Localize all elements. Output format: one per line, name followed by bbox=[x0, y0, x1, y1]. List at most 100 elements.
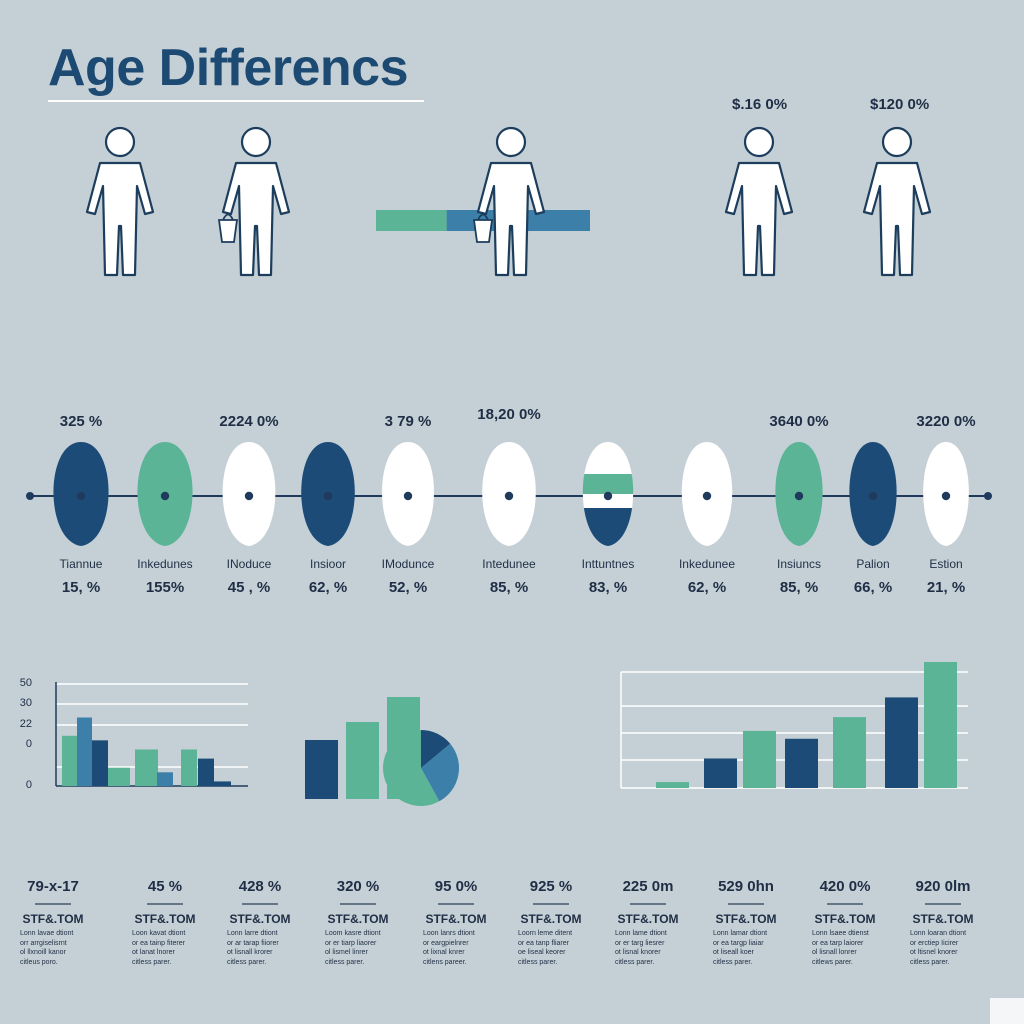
stat-heading: STF&.TOM bbox=[912, 912, 974, 926]
timeline-dot bbox=[603, 491, 613, 501]
bar bbox=[198, 758, 214, 786]
blob-value-label: 85, % bbox=[779, 579, 819, 596]
blob-percent-label: 18,20 0% bbox=[477, 406, 541, 423]
y-tick-label: 22 bbox=[19, 718, 32, 730]
timeline-dot bbox=[868, 491, 878, 501]
stat-value: 920 0lm bbox=[915, 878, 971, 895]
bar bbox=[92, 740, 108, 786]
stat-description: Lonn larre dtiont or ar tarap fiiorer ot… bbox=[227, 930, 279, 966]
stat-description: Loom kasre dtiont or er tiarp liaorer ol… bbox=[325, 930, 381, 966]
person-head bbox=[743, 126, 775, 158]
pie-slice bbox=[421, 730, 451, 768]
figure-label: $120 0% bbox=[870, 96, 930, 113]
bucket-handle bbox=[222, 213, 234, 221]
bucket-body bbox=[472, 219, 494, 243]
stat-value: 320 % bbox=[336, 878, 380, 895]
pie-slice bbox=[421, 743, 459, 802]
person-icon bbox=[476, 126, 546, 277]
blob-percent-label: 3220 0% bbox=[916, 413, 976, 430]
stat-description: Loon kavat dtiont or ea tainp fiterer ot… bbox=[132, 930, 186, 966]
timeline-dot bbox=[244, 491, 254, 501]
corner-patch bbox=[990, 998, 1024, 1024]
blob-value-label: 66, % bbox=[853, 579, 893, 596]
stat-heading: STF&.TOM bbox=[425, 912, 487, 926]
person-icon bbox=[221, 126, 291, 277]
bar bbox=[924, 661, 957, 788]
bar bbox=[214, 781, 231, 786]
stat-description: Lonn lame dtiont or er targ liesrer ot l… bbox=[615, 930, 667, 966]
stat-description: Loorn leme ditent or ea tanp fliarer oe … bbox=[518, 930, 573, 966]
timeline-dot bbox=[403, 491, 413, 501]
bar bbox=[785, 738, 818, 788]
bucket-body bbox=[217, 219, 239, 243]
stat-description: Lonn lsaee dtienst or ea tarp laiorer ol… bbox=[812, 930, 869, 966]
blob-value-label: 155% bbox=[145, 579, 185, 596]
pie-slice bbox=[383, 730, 440, 806]
stat-description: Lonn lavae dtiont orr arrgiselisrnt ol l… bbox=[20, 930, 74, 966]
blob-category-label: IModunce bbox=[381, 557, 435, 571]
blob-category-label: Inttuntnes bbox=[581, 557, 635, 571]
person-body bbox=[476, 161, 546, 277]
y-tick-label: 0 bbox=[25, 738, 32, 750]
stat-heading: STF&.TOM bbox=[134, 912, 196, 926]
blob-value-label: 83, % bbox=[588, 579, 628, 596]
y-tick-label: 30 bbox=[19, 697, 32, 709]
timeline-dot bbox=[794, 491, 804, 501]
person-body bbox=[85, 161, 155, 277]
blob-category-label: Inkedunee bbox=[678, 557, 736, 571]
bucket-icon bbox=[472, 213, 494, 243]
stat-heading: STF&.TOM bbox=[617, 912, 679, 926]
stat-value: 79-x-17 bbox=[27, 878, 79, 895]
timeline-dot bbox=[160, 491, 170, 501]
blob-band-white bbox=[582, 442, 634, 474]
title-underline bbox=[48, 100, 424, 102]
bar bbox=[108, 767, 130, 786]
person-icon bbox=[85, 126, 155, 277]
stat-heading: STF&.TOM bbox=[327, 912, 389, 926]
bucket-handle bbox=[477, 213, 489, 221]
blob-category-label: INoduce bbox=[226, 557, 272, 571]
figure-label: $.16 0% bbox=[732, 96, 788, 113]
blob-category-label: Insioor bbox=[309, 557, 347, 571]
stat-description: Lonn loaran dtiont or erctiep Iicirer ot… bbox=[910, 930, 967, 966]
blob-category-label: Insiuncs bbox=[776, 557, 822, 571]
person-icon bbox=[862, 126, 932, 277]
bar bbox=[656, 782, 689, 788]
person-head bbox=[881, 126, 913, 158]
stat-value: 529 0hn bbox=[718, 878, 774, 895]
person-body bbox=[724, 161, 794, 277]
timeline-end-dot bbox=[984, 492, 992, 500]
timeline-dot bbox=[504, 491, 514, 501]
bar bbox=[135, 749, 158, 786]
blob-percent-label: 2224 0% bbox=[219, 413, 279, 430]
stat-heading: STF&.TOM bbox=[715, 912, 777, 926]
stat-description: Lonn lamar dtiont or ea targp liaiar ot … bbox=[713, 930, 768, 966]
bar bbox=[833, 717, 866, 788]
bar bbox=[157, 772, 173, 786]
stat-heading: STF&.TOM bbox=[229, 912, 291, 926]
y-tick-label: 0 bbox=[25, 779, 32, 791]
blob-category-label: Estion bbox=[929, 557, 963, 571]
blob-category-label: Intedunee bbox=[482, 557, 536, 571]
stat-heading: STF&.TOM bbox=[520, 912, 582, 926]
blob-category-label: Tiannue bbox=[59, 557, 103, 571]
stat-value: 45 % bbox=[147, 878, 183, 895]
bucket-icon bbox=[217, 213, 239, 243]
stat-value: 420 0% bbox=[819, 878, 871, 895]
timeline-start-dot bbox=[26, 492, 34, 500]
stat-value: 225 0m bbox=[622, 878, 674, 895]
blob-band-teal bbox=[582, 474, 634, 494]
person-head bbox=[240, 126, 272, 158]
figure-bar-segment bbox=[376, 210, 447, 231]
bar bbox=[77, 717, 92, 786]
timeline-dot bbox=[702, 491, 712, 501]
stat-heading: STF&.TOM bbox=[814, 912, 876, 926]
bar bbox=[885, 697, 918, 788]
stat-value: 95 0% bbox=[434, 878, 478, 895]
person-head bbox=[104, 126, 136, 158]
blob-value-label: 21, % bbox=[926, 579, 966, 596]
blob-value-label: 15, % bbox=[61, 579, 101, 596]
bar bbox=[704, 758, 737, 788]
blob-value-label: 52, % bbox=[388, 579, 428, 596]
